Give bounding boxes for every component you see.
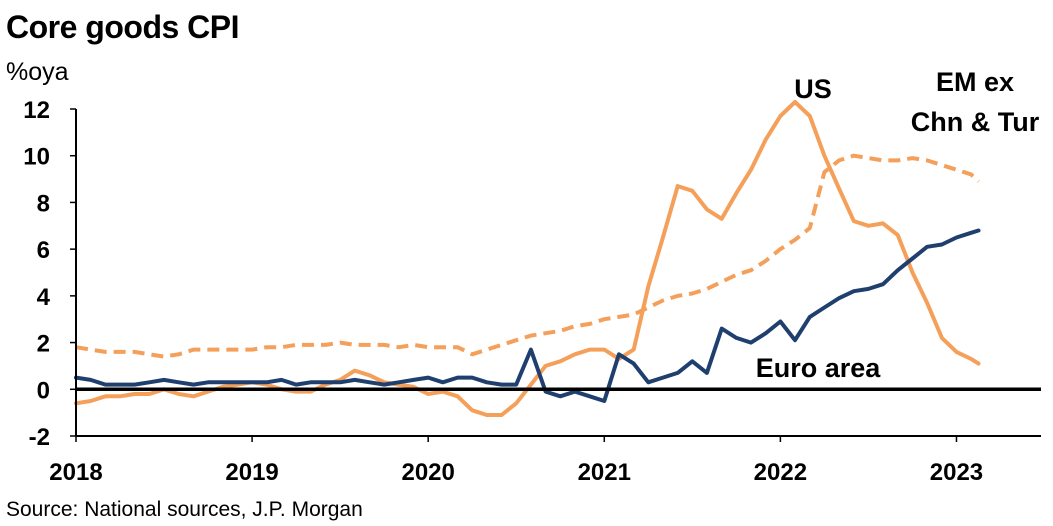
annotation-us: US	[794, 74, 832, 104]
y-tick-label: 10	[23, 144, 50, 171]
y-tick-label: 2	[37, 331, 50, 358]
chart-title: Core goods CPI	[6, 9, 239, 45]
y-tick-label: 0	[37, 377, 50, 404]
series-line-us	[74, 100, 981, 417]
y-tick-label: 6	[37, 237, 50, 264]
y-unit-label: %oya	[6, 58, 69, 86]
series-line-em	[75, 153, 980, 359]
y-ticks: 12 10 8 6 4 2 0 -2	[23, 97, 76, 451]
annotations: US EM ex Chn & Tur Euro area	[756, 67, 1040, 383]
axes	[75, 109, 1041, 437]
x-tick-label: 2018	[49, 459, 102, 486]
annotation-em: Chn & Tur	[911, 107, 1040, 137]
x-tick-label: 2023	[930, 459, 983, 486]
x-tick-label: 2019	[225, 459, 278, 486]
x-tick-label: 2020	[401, 459, 454, 486]
x-tick-label: 2021	[578, 459, 631, 486]
source-note: Source: National sources, J.P. Morgan	[6, 498, 363, 521]
y-tick-label: 4	[37, 284, 51, 311]
plot-area: 12 10 8 6 4 2 0 -2 2018 2019 2020 2021 2022 2023 US E…	[23, 67, 1041, 486]
series-lines	[74, 100, 981, 417]
y-tick-label: 12	[23, 97, 50, 124]
x-tick-label: 2022	[754, 459, 807, 486]
x-ticks: 2018 2019 2020 2021 2022 2023	[49, 436, 983, 486]
y-tick-label: 8	[37, 190, 50, 217]
annotation-euro: Euro area	[756, 353, 882, 383]
y-tick-label: -2	[29, 424, 50, 451]
annotation-em: EM ex	[936, 67, 1014, 97]
series-line-euro	[74, 228, 981, 403]
